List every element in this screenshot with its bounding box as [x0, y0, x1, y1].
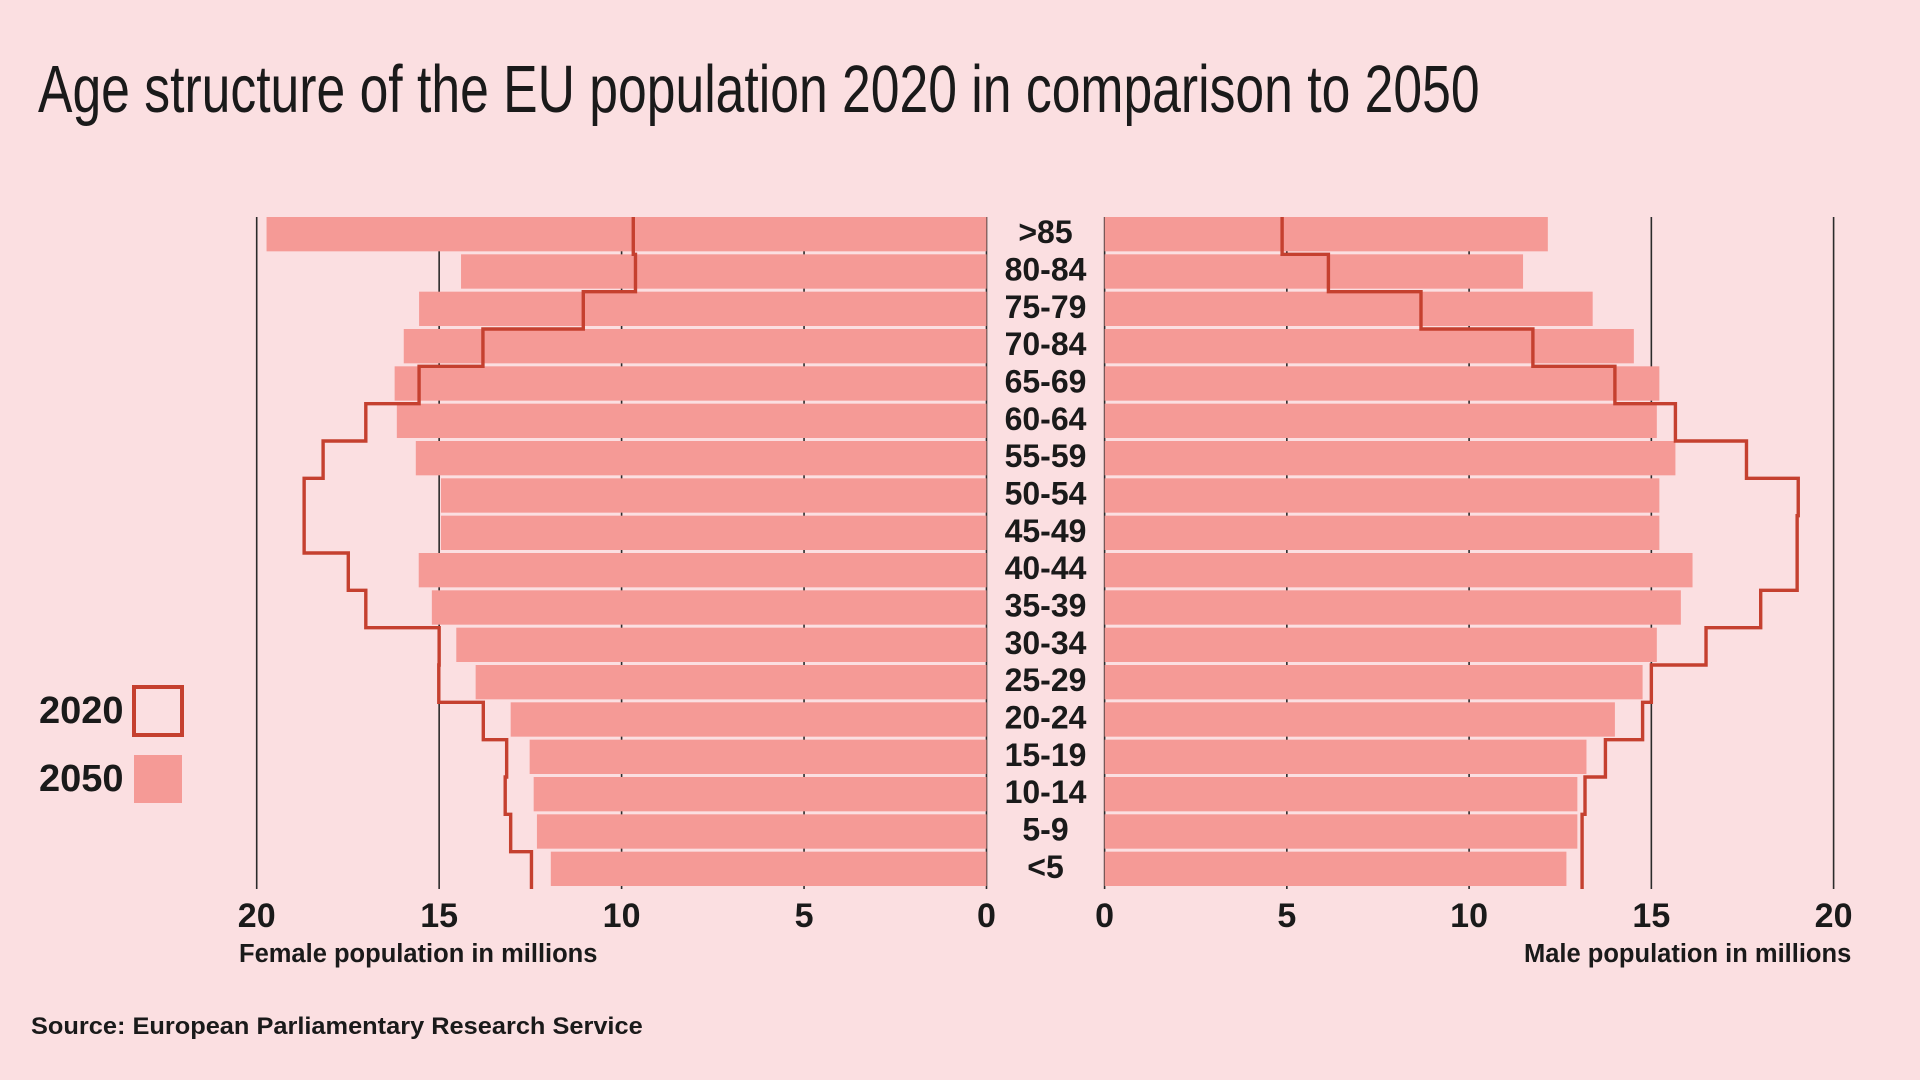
svg-text:5: 5 [1277, 897, 1296, 935]
svg-text:2020: 2020 [39, 690, 124, 732]
svg-text:15: 15 [1632, 897, 1670, 935]
svg-text:5: 5 [795, 897, 814, 935]
svg-text:20: 20 [1815, 897, 1853, 935]
svg-text:10: 10 [603, 897, 641, 935]
svg-text:0: 0 [1095, 897, 1114, 935]
svg-text:<5: <5 [1027, 849, 1063, 885]
svg-text:>85: >85 [1018, 214, 1072, 250]
svg-text:Female population in millions: Female population in millions [239, 940, 597, 968]
svg-text:15-19: 15-19 [1005, 737, 1087, 773]
svg-text:60-64: 60-64 [1005, 401, 1087, 437]
svg-text:10-14: 10-14 [1005, 774, 1087, 810]
svg-text:55-59: 55-59 [1005, 438, 1087, 474]
svg-text:70-84: 70-84 [1005, 326, 1087, 362]
svg-text:25-29: 25-29 [1005, 662, 1087, 698]
svg-text:30-34: 30-34 [1005, 625, 1087, 661]
svg-text:0: 0 [977, 897, 996, 935]
svg-text:20-24: 20-24 [1005, 700, 1087, 736]
svg-text:40-44: 40-44 [1005, 550, 1087, 586]
svg-text:Male population in millions: Male population in millions [1524, 940, 1851, 968]
svg-text:5-9: 5-9 [1022, 812, 1068, 848]
svg-text:2050: 2050 [39, 758, 124, 800]
svg-text:50-54: 50-54 [1005, 476, 1087, 512]
svg-text:15: 15 [420, 897, 458, 935]
svg-text:35-39: 35-39 [1005, 588, 1087, 624]
svg-text:10: 10 [1450, 897, 1488, 935]
svg-text:45-49: 45-49 [1005, 513, 1087, 549]
svg-text:75-79: 75-79 [1005, 289, 1087, 325]
svg-text:65-69: 65-69 [1005, 364, 1087, 400]
svg-text:80-84: 80-84 [1005, 252, 1087, 288]
svg-text:20: 20 [238, 897, 276, 935]
